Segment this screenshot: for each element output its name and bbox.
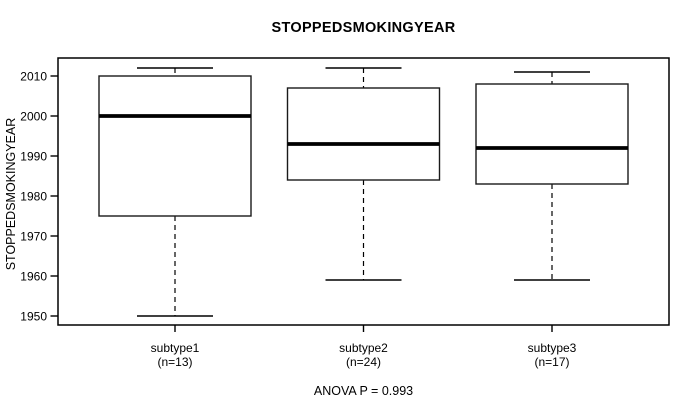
group-label: subtype1	[151, 341, 200, 355]
group-sublabel: (n=24)	[346, 355, 381, 369]
group-label: subtype2	[339, 341, 388, 355]
iqr-box	[475, 83, 629, 185]
group-sublabel: (n=13)	[157, 355, 192, 369]
y-tick-label: 1950	[20, 309, 47, 323]
chart-title: STOPPEDSMOKINGYEAR	[271, 20, 456, 36]
y-tick-label: 1970	[20, 229, 47, 243]
y-tick-label: 1960	[20, 269, 47, 283]
group-sublabel: (n=17)	[534, 355, 569, 369]
group-label: subtype3	[528, 341, 577, 355]
y-tick-label: 1990	[20, 149, 47, 163]
y-tick-label: 1980	[20, 189, 47, 203]
iqr-box	[286, 87, 441, 181]
y-tick-label: 2010	[20, 69, 47, 83]
anova-note: ANOVA P = 0.993	[313, 384, 414, 398]
y-tick-label: 2000	[20, 109, 47, 123]
iqr-box	[98, 75, 252, 217]
